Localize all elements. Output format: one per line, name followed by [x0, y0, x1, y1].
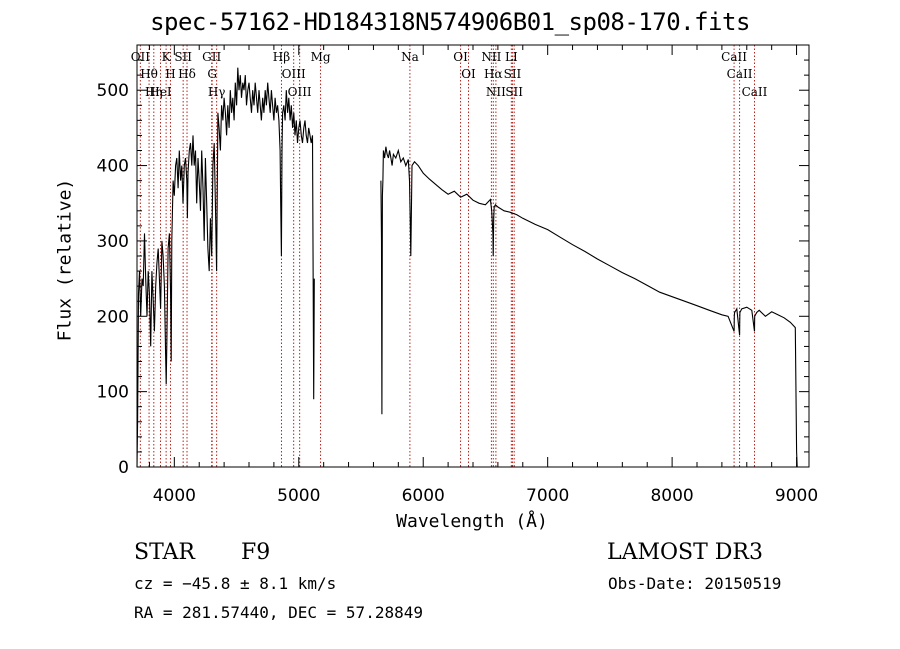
- line-marker-label: SII: [505, 85, 523, 99]
- survey-name: LAMOST DR3: [607, 540, 763, 565]
- line-marker-label: K: [162, 50, 172, 64]
- y-axis-label: Flux (relative): [54, 178, 76, 342]
- line-marker-label: CaII: [727, 67, 753, 81]
- line-marker-label: SII: [504, 67, 522, 81]
- line-marker-label: OIII: [282, 67, 306, 81]
- x-tick-label: 5000: [277, 486, 320, 506]
- obs-date: Obs-Date: 20150519: [608, 574, 782, 593]
- y-tick-label: 200: [97, 307, 129, 327]
- line-marker-label: Hγ: [208, 85, 226, 99]
- line-marker-label: Na: [401, 50, 419, 64]
- spectrum-segment: [380, 146, 798, 468]
- line-marker-label: Hβ: [273, 50, 290, 64]
- line-marker-label: Hθ: [140, 67, 158, 81]
- y-tick-label: 500: [97, 81, 129, 101]
- redshift-text: cz = −45.8 ± 8.1 km/s: [134, 574, 337, 593]
- line-marker-label: OI: [461, 67, 476, 81]
- y-tick-label: 300: [97, 232, 129, 252]
- line-marker-label: NII: [481, 50, 501, 64]
- x-tick-label: 7000: [526, 486, 569, 506]
- spectrum-segment: [136, 67, 315, 468]
- line-marker-label: Hα: [484, 67, 503, 81]
- line-marker-label: Mg: [311, 50, 331, 64]
- line-marker-label: OII: [131, 50, 151, 64]
- spectrum-line-group: [136, 67, 798, 468]
- x-tick-label: 6000: [402, 486, 445, 506]
- y-axis-ticks: 0 100 200 300 400 500: [97, 59, 809, 478]
- line-marker-label: CaII: [721, 50, 747, 64]
- coordinates: RA = 281.57440, DEC = 57.28849: [134, 603, 423, 622]
- line-marker-label: Hη: [145, 85, 163, 99]
- chart-title: spec-57162-HD184318N574906B01_sp08-170.f…: [150, 8, 750, 36]
- line-marker-label: Hδ: [178, 67, 196, 81]
- plot-frame: [136, 44, 810, 468]
- spectral-subclass: F9: [241, 540, 271, 565]
- y-tick-label: 0: [118, 458, 129, 478]
- line-marker-label: H: [165, 67, 175, 81]
- y-tick-label: 400: [97, 157, 129, 177]
- x-tick-label: 4000: [153, 486, 196, 506]
- line-marker-label: SII: [174, 50, 192, 64]
- line-marker-label: HeI: [149, 85, 172, 99]
- object-class: STAR: [134, 540, 195, 565]
- line-marker-label: GII: [202, 50, 221, 64]
- line-marker-label: OI: [453, 50, 468, 64]
- line-marker-label: G: [207, 67, 217, 81]
- x-axis-label: Wavelength (Å): [396, 511, 548, 532]
- x-tick-label: 9000: [775, 486, 818, 506]
- x-axis-ticks: 4000 5000 6000 7000 8000 9000: [148, 45, 818, 506]
- line-marker-label: NII: [486, 85, 506, 99]
- line-marker-label: LI: [505, 50, 518, 64]
- x-tick-label: 8000: [650, 486, 693, 506]
- y-tick-label: 100: [97, 383, 129, 403]
- line-marker-label: CaII: [742, 85, 768, 99]
- line-marker-label: OIII: [288, 85, 312, 99]
